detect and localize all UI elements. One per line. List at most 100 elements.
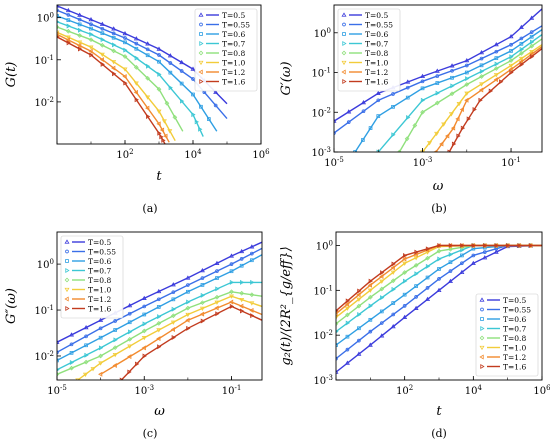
data-marker — [98, 361, 104, 366]
data-marker — [111, 26, 117, 31]
data-marker — [488, 88, 494, 94]
data-marker — [200, 276, 205, 280]
data-marker — [479, 74, 484, 79]
data-marker — [402, 314, 408, 319]
data-marker — [77, 22, 82, 27]
tick-label: 10-3 — [313, 374, 333, 387]
data-marker — [405, 85, 410, 90]
data-marker — [519, 50, 524, 56]
data-marker — [448, 112, 454, 117]
data-marker — [214, 305, 219, 311]
data-marker — [405, 95, 410, 100]
data-marker — [99, 52, 105, 58]
data-marker — [170, 313, 176, 319]
data-marker — [390, 278, 396, 284]
data-marker — [391, 312, 396, 317]
data-marker — [494, 49, 499, 54]
data-marker — [179, 69, 184, 73]
data-marker — [229, 269, 234, 274]
data-marker — [494, 56, 499, 60]
data-marker — [122, 54, 128, 59]
data-marker — [478, 97, 483, 103]
x-axis-label: t — [436, 404, 442, 419]
data-marker — [406, 115, 411, 121]
data-marker — [346, 109, 352, 114]
series-line — [57, 36, 166, 144]
legend-entry: T=1.2 — [503, 353, 526, 362]
data-marker — [240, 308, 245, 314]
data-marker — [185, 305, 191, 311]
tick-label: 10-1 — [34, 304, 54, 317]
data-marker — [361, 99, 367, 105]
data-marker — [145, 75, 151, 81]
data-marker — [367, 288, 373, 293]
data-marker — [346, 120, 351, 124]
data-marker — [341, 69, 346, 75]
data-marker — [450, 83, 455, 89]
data-marker — [529, 34, 534, 39]
data-marker — [437, 242, 442, 248]
data-marker — [336, 321, 339, 327]
data-marker — [472, 107, 477, 113]
data-marker — [127, 311, 132, 316]
data-marker — [100, 61, 105, 67]
data-marker — [207, 117, 211, 121]
data-marker — [414, 284, 418, 288]
data-marker — [185, 317, 190, 323]
data-marker — [336, 311, 338, 317]
data-marker — [420, 109, 425, 115]
tick-label: 10-3 — [134, 384, 154, 397]
data-marker — [141, 336, 147, 341]
data-marker — [464, 82, 470, 87]
data-marker — [345, 334, 350, 339]
data-marker — [493, 73, 499, 78]
legend-entry: T=0.6 — [503, 315, 526, 324]
data-marker — [405, 79, 411, 84]
data-marker — [157, 344, 162, 350]
data-marker — [434, 131, 440, 137]
data-marker — [460, 125, 466, 131]
data-marker — [356, 351, 362, 356]
data-marker — [111, 65, 116, 71]
data-marker — [450, 75, 454, 80]
data-marker — [345, 320, 351, 326]
legend-entry: T=0.5 — [503, 296, 526, 305]
data-marker — [341, 60, 347, 66]
data-marker — [66, 23, 71, 29]
data-marker — [215, 269, 219, 273]
data-marker — [420, 86, 425, 91]
data-marker — [336, 343, 338, 347]
data-marker — [57, 339, 60, 344]
data-marker — [379, 333, 385, 338]
data-marker — [111, 35, 116, 40]
data-marker — [448, 251, 454, 257]
data-marker — [427, 141, 433, 146]
data-marker — [517, 242, 522, 248]
data-marker — [89, 31, 94, 37]
data-marker — [447, 278, 453, 283]
tick-label: 104 — [465, 384, 483, 397]
data-marker — [420, 79, 425, 84]
data-marker — [479, 297, 485, 302]
data-marker — [99, 57, 104, 63]
data-marker — [460, 253, 464, 258]
data-marker — [368, 126, 373, 130]
data-marker — [157, 53, 161, 57]
data-marker — [361, 109, 366, 114]
y-axis-label: G″(ω) — [4, 288, 19, 324]
data-marker — [413, 262, 419, 268]
data-marker — [434, 68, 440, 73]
data-marker — [368, 303, 373, 309]
data-marker — [186, 299, 191, 305]
data-marker — [391, 132, 396, 138]
tick-label: 100 — [37, 258, 54, 271]
data-marker — [156, 288, 162, 294]
data-marker — [157, 314, 162, 320]
tick-label: 10-3 — [311, 146, 331, 159]
data-marker — [112, 71, 117, 77]
data-marker — [508, 66, 513, 72]
data-marker — [198, 12, 204, 17]
data-marker — [141, 328, 147, 334]
data-marker — [494, 61, 499, 67]
data-marker — [519, 41, 524, 46]
